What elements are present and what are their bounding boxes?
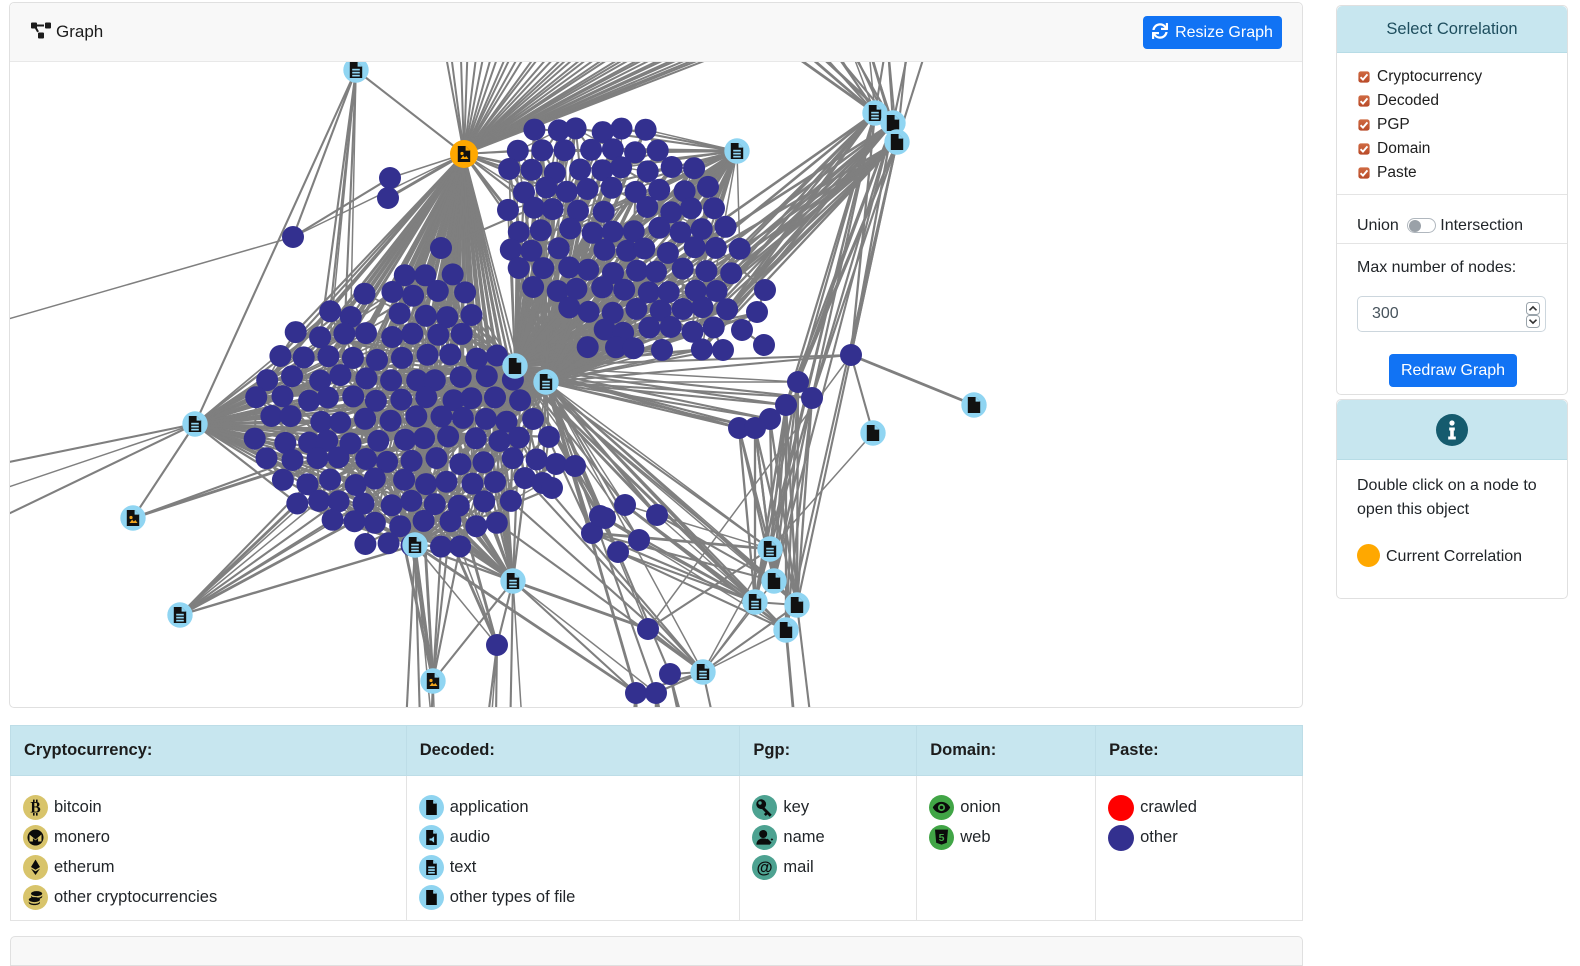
svg-text:5: 5	[939, 832, 945, 844]
svg-text:@: @	[757, 859, 773, 877]
svg-text:B: B	[30, 800, 40, 817]
